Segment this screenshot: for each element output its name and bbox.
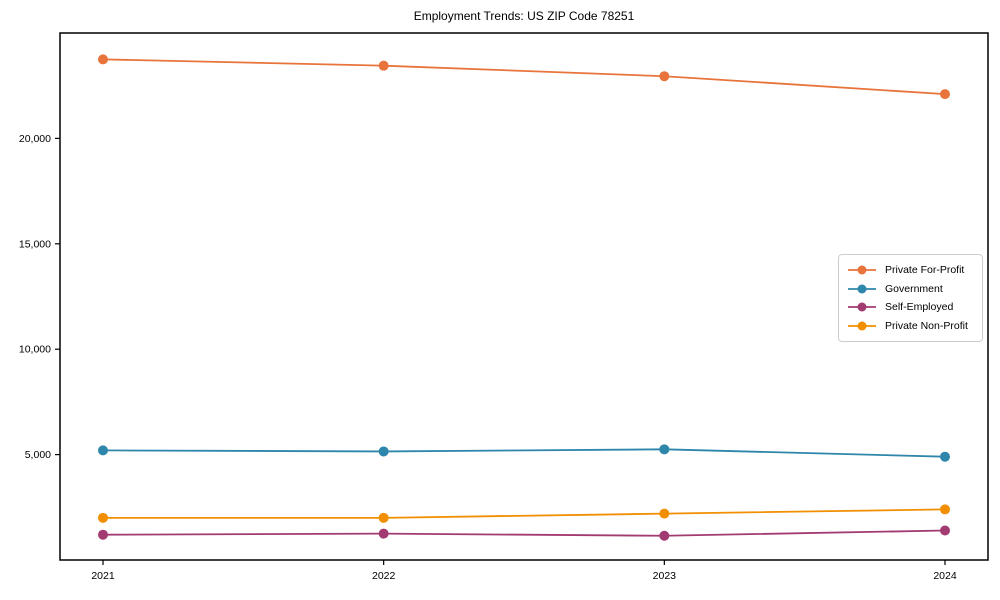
data-point-government-2024 [940, 451, 950, 462]
data-point-private-for-profit-2021 [98, 54, 108, 65]
legend-item-self-employed: Self-Employed [847, 298, 974, 316]
y-axis-tick-label: 5,000 [25, 449, 51, 461]
data-point-private-non-profit-2021 [98, 512, 108, 523]
series-line-private-non-profit [103, 508, 946, 519]
legend-marker-icon [848, 265, 876, 275]
legend-item-government: Government [847, 280, 974, 298]
data-point-private-for-profit-2022 [378, 60, 389, 71]
legend-label: Government [885, 282, 943, 295]
x-axis-tick-label: 2023 [653, 570, 677, 582]
y-axis-tick-label: 10,000 [19, 344, 51, 356]
x-axis-tick-label: 2022 [372, 570, 396, 582]
legend-label: Private For-Profit [885, 264, 965, 276]
legend-marker-icon [848, 284, 876, 294]
legend-label: Private Non-Profit [885, 319, 968, 332]
legend-marker-icon [848, 321, 876, 331]
data-point-private-non-profit-2023 [659, 508, 670, 519]
x-axis-tick-label: 2024 [933, 570, 957, 582]
chart-title: Employment Trends: US ZIP Code 78251 [413, 9, 635, 23]
y-axis-tick-label: 15,000 [19, 238, 51, 250]
data-point-self-employed-2024 [940, 525, 950, 536]
y-axis-tick-label: 20,000 [19, 133, 51, 145]
x-axis-tick-label: 2021 [91, 570, 115, 582]
data-point-government-2022 [378, 446, 389, 457]
data-point-self-employed-2021 [98, 529, 108, 540]
data-point-private-non-profit-2024 [940, 504, 950, 515]
data-point-private-for-profit-2023 [659, 71, 670, 82]
data-point-self-employed-2022 [378, 528, 389, 539]
legend-item-private-for-profit: Private For-Profit [847, 261, 974, 279]
series-line-self-employed [102, 529, 946, 537]
series-line-private-for-profit [102, 58, 946, 96]
data-point-government-2021 [98, 445, 108, 456]
legend-marker-icon [848, 302, 876, 312]
data-point-private-non-profit-2022 [378, 512, 389, 523]
data-point-self-employed-2023 [659, 530, 670, 541]
legend-label: Self-Employed [885, 301, 954, 314]
series-line-government [102, 448, 946, 458]
data-point-government-2023 [659, 444, 670, 455]
data-point-private-for-profit-2024 [940, 89, 950, 100]
plot-border [59, 32, 989, 561]
legend-item-private-non-profit: Private Non-Profit [847, 317, 974, 335]
legend: Private For-Profit Government Self-Employe… [838, 254, 983, 342]
